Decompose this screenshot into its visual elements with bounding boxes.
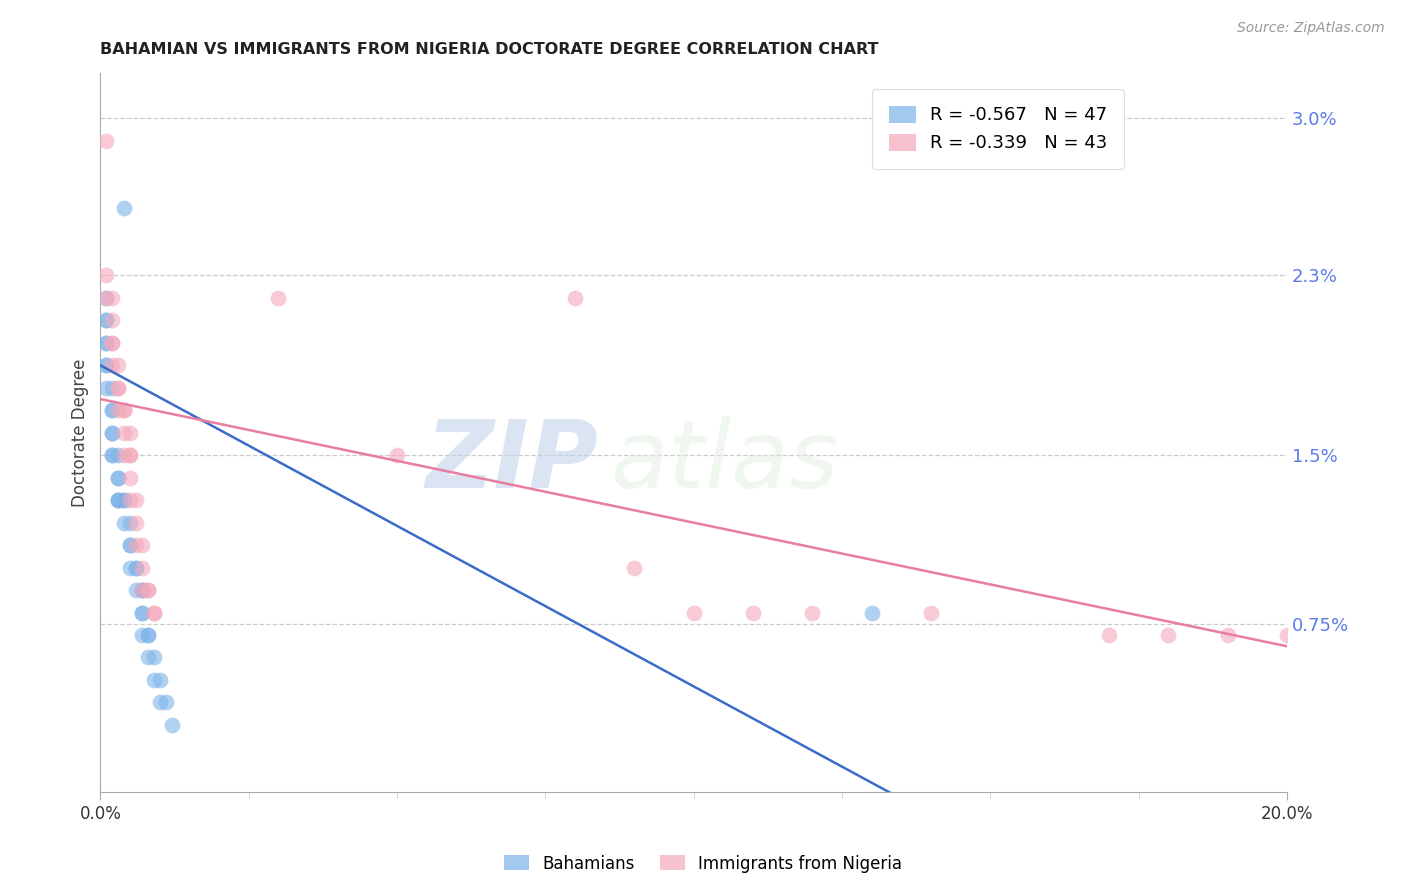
Point bbox=[96, 359, 118, 373]
Point bbox=[131, 628, 153, 642]
Point bbox=[112, 403, 135, 417]
Point bbox=[101, 448, 124, 462]
Point bbox=[101, 403, 124, 417]
Point bbox=[118, 538, 141, 552]
Text: ZIP: ZIP bbox=[426, 416, 599, 508]
Point bbox=[107, 403, 129, 417]
Point bbox=[112, 425, 135, 440]
Point bbox=[118, 448, 141, 462]
Point bbox=[101, 335, 124, 350]
Point bbox=[149, 673, 172, 687]
Point bbox=[125, 560, 148, 574]
Legend: Bahamians, Immigrants from Nigeria: Bahamians, Immigrants from Nigeria bbox=[498, 848, 908, 880]
Point bbox=[125, 560, 148, 574]
Point bbox=[136, 582, 159, 597]
Point bbox=[118, 448, 141, 462]
Point bbox=[136, 628, 159, 642]
Point bbox=[112, 448, 135, 462]
Point bbox=[125, 582, 148, 597]
Point bbox=[682, 606, 704, 620]
Point bbox=[136, 628, 159, 642]
Point bbox=[101, 313, 124, 327]
Point bbox=[131, 560, 153, 574]
Point bbox=[142, 606, 165, 620]
Point bbox=[96, 291, 118, 305]
Point bbox=[136, 650, 159, 665]
Point bbox=[107, 448, 129, 462]
Point bbox=[131, 538, 153, 552]
Point bbox=[118, 425, 141, 440]
Point bbox=[112, 493, 135, 508]
Point bbox=[125, 538, 148, 552]
Point bbox=[131, 606, 153, 620]
Point bbox=[142, 673, 165, 687]
Point bbox=[101, 448, 124, 462]
Point bbox=[112, 201, 135, 215]
Point bbox=[101, 403, 124, 417]
Point bbox=[1157, 628, 1180, 642]
Point bbox=[96, 313, 118, 327]
Point bbox=[107, 471, 129, 485]
Point bbox=[118, 538, 141, 552]
Point bbox=[101, 359, 124, 373]
Point bbox=[118, 516, 141, 530]
Point bbox=[96, 359, 118, 373]
Point bbox=[118, 493, 141, 508]
Point bbox=[107, 471, 129, 485]
Text: Source: ZipAtlas.com: Source: ZipAtlas.com bbox=[1237, 21, 1385, 35]
Point bbox=[920, 606, 942, 620]
Point bbox=[623, 560, 645, 574]
Point bbox=[112, 493, 135, 508]
Point bbox=[125, 516, 148, 530]
Point bbox=[1275, 628, 1298, 642]
Point bbox=[131, 606, 153, 620]
Point bbox=[136, 582, 159, 597]
Point bbox=[101, 381, 124, 395]
Point bbox=[801, 606, 824, 620]
Point bbox=[118, 560, 141, 574]
Point bbox=[107, 493, 129, 508]
Point bbox=[142, 606, 165, 620]
Point bbox=[112, 403, 135, 417]
Point bbox=[112, 516, 135, 530]
Point bbox=[160, 718, 183, 732]
Point bbox=[96, 335, 118, 350]
Point bbox=[131, 582, 153, 597]
Point bbox=[142, 650, 165, 665]
Point bbox=[125, 493, 148, 508]
Point bbox=[107, 493, 129, 508]
Legend: R = -0.567   N = 47, R = -0.339   N = 43: R = -0.567 N = 47, R = -0.339 N = 43 bbox=[872, 89, 1123, 169]
Text: BAHAMIAN VS IMMIGRANTS FROM NIGERIA DOCTORATE DEGREE CORRELATION CHART: BAHAMIAN VS IMMIGRANTS FROM NIGERIA DOCT… bbox=[100, 42, 879, 57]
Point bbox=[742, 606, 765, 620]
Point bbox=[1098, 628, 1121, 642]
Text: atlas: atlas bbox=[610, 416, 839, 507]
Point bbox=[101, 425, 124, 440]
Point bbox=[96, 381, 118, 395]
Point bbox=[107, 381, 129, 395]
Point bbox=[118, 471, 141, 485]
Point bbox=[1216, 628, 1239, 642]
Point bbox=[96, 291, 118, 305]
Point bbox=[149, 695, 172, 709]
Point bbox=[155, 695, 177, 709]
Point bbox=[96, 268, 118, 283]
Point bbox=[96, 134, 118, 148]
Point bbox=[101, 425, 124, 440]
Point bbox=[131, 582, 153, 597]
Point bbox=[385, 448, 408, 462]
Point bbox=[101, 335, 124, 350]
Point bbox=[131, 582, 153, 597]
Y-axis label: Doctorate Degree: Doctorate Degree bbox=[72, 359, 89, 507]
Point bbox=[107, 493, 129, 508]
Point bbox=[96, 335, 118, 350]
Point bbox=[564, 291, 586, 305]
Point bbox=[107, 359, 129, 373]
Point bbox=[96, 313, 118, 327]
Point bbox=[101, 291, 124, 305]
Point bbox=[860, 606, 883, 620]
Point bbox=[107, 381, 129, 395]
Point bbox=[267, 291, 290, 305]
